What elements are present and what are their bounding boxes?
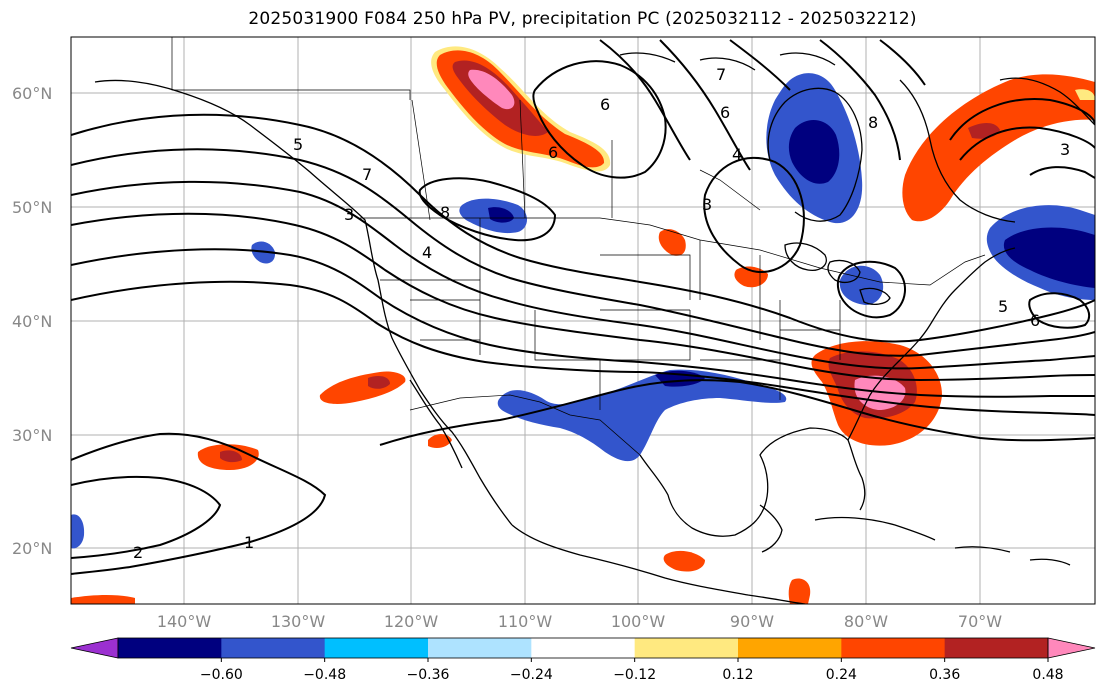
- precip-positive-region: [368, 376, 390, 389]
- lon-label: 120°W: [384, 612, 439, 631]
- colorbar-frame: [117, 637, 1049, 659]
- lon-labels: 140°W 130°W 120°W 110°W 100°W 90°W 80°W …: [157, 612, 1002, 631]
- precip-positive-region: [1075, 89, 1095, 100]
- pv-label: 3: [344, 205, 354, 224]
- lat-label: 50°N: [12, 198, 52, 217]
- colorbar-segment: [531, 638, 636, 658]
- lat-label: 60°N: [12, 84, 52, 103]
- pv-label: 6: [548, 143, 558, 162]
- colorbar-segment: [428, 638, 532, 658]
- pv-label: 6: [1030, 311, 1040, 330]
- precip-positive-region: [663, 550, 705, 572]
- pv-label: 5: [998, 297, 1008, 316]
- pv-label: 5: [293, 135, 303, 154]
- map-frame: [70, 36, 1096, 605]
- pv-label: 4: [422, 243, 432, 262]
- colorbar-segment: [221, 638, 326, 658]
- pv-label: 1: [244, 533, 254, 552]
- colorbar-tick-label: −0.48: [303, 667, 346, 683]
- colorbar-segment: [944, 638, 1049, 658]
- precip-negative-region: [839, 265, 884, 305]
- pv-label: 8: [868, 113, 878, 132]
- pv-contour-labels: 1 2 3 4 5 6 7 8 6 6 5 3 3 4 6 7 8: [133, 65, 1070, 562]
- lon-label: 100°W: [611, 612, 666, 631]
- precip-positive-region: [468, 69, 515, 110]
- colorbar-segment: [634, 638, 739, 658]
- precip-negative-region: [497, 369, 787, 462]
- pv-label: 8: [440, 203, 450, 222]
- colorbar-tick-label: 0.48: [1032, 667, 1063, 683]
- lon-label: 80°W: [844, 612, 888, 631]
- lon-label: 110°W: [498, 612, 553, 631]
- colorbar-segment: [841, 638, 946, 658]
- precip-positive-region: [658, 229, 686, 256]
- pv-label: 3: [1060, 140, 1070, 159]
- precip-negative-region: [788, 119, 840, 184]
- pv-label: 6: [600, 95, 610, 114]
- pv-label: 6: [720, 103, 730, 122]
- precip-positive-region: [220, 450, 242, 463]
- colorbar: −0.60 −0.48 −0.36 −0.24 −0.12 0.12 0.24 0.36 0.4…: [70, 637, 1096, 683]
- precip-positive-region: [71, 595, 135, 604]
- pv-label: 4: [732, 145, 742, 164]
- lat-label: 20°N: [12, 539, 52, 558]
- colorbar-segment: [738, 638, 842, 658]
- lat-labels: 60°N 50°N 40°N 30°N 20°N: [12, 84, 52, 558]
- pv-label: 2: [133, 543, 143, 562]
- colorbar-tick-label: 0.36: [929, 667, 960, 683]
- pv-label: 3: [702, 195, 712, 214]
- coastlines: [94, 52, 1095, 604]
- chart-title: 2025031900 F084 250 hPa PV, precipitatio…: [248, 9, 917, 29]
- lon-label: 90°W: [730, 612, 774, 631]
- precip-negative-region: [1003, 227, 1095, 288]
- pv-label: 7: [716, 65, 726, 84]
- colorbar-segment: [118, 638, 222, 658]
- precip-positive-region: [788, 578, 811, 604]
- pv-label: 7: [362, 165, 372, 184]
- colorbar-tick-label: 0.24: [826, 667, 857, 683]
- colorbar-extend-low: [70, 637, 119, 659]
- precip-negative-region: [71, 514, 85, 549]
- lon-label: 70°W: [958, 612, 1002, 631]
- precip-pc-fields: [71, 46, 1095, 604]
- colorbar-tick-label: −0.24: [510, 667, 553, 683]
- pv-contours: [71, 39, 1095, 575]
- lon-label: 130°W: [271, 612, 326, 631]
- colorbar-tick-label: −0.12: [613, 667, 656, 683]
- colorbar-segment: [324, 638, 429, 658]
- colorbar-tick-label: −0.36: [407, 667, 450, 683]
- lat-label: 30°N: [12, 426, 52, 445]
- colorbar-extend-high: [1047, 637, 1096, 659]
- precip-positive-region: [428, 434, 452, 448]
- precip-negative-region: [488, 207, 514, 223]
- colorbar-tick-label: 0.12: [722, 667, 753, 683]
- colorbar-tick-label: −0.60: [200, 667, 243, 683]
- precip-positive-region: [902, 74, 1095, 222]
- lon-label: 140°W: [157, 612, 212, 631]
- lat-label: 40°N: [12, 312, 52, 331]
